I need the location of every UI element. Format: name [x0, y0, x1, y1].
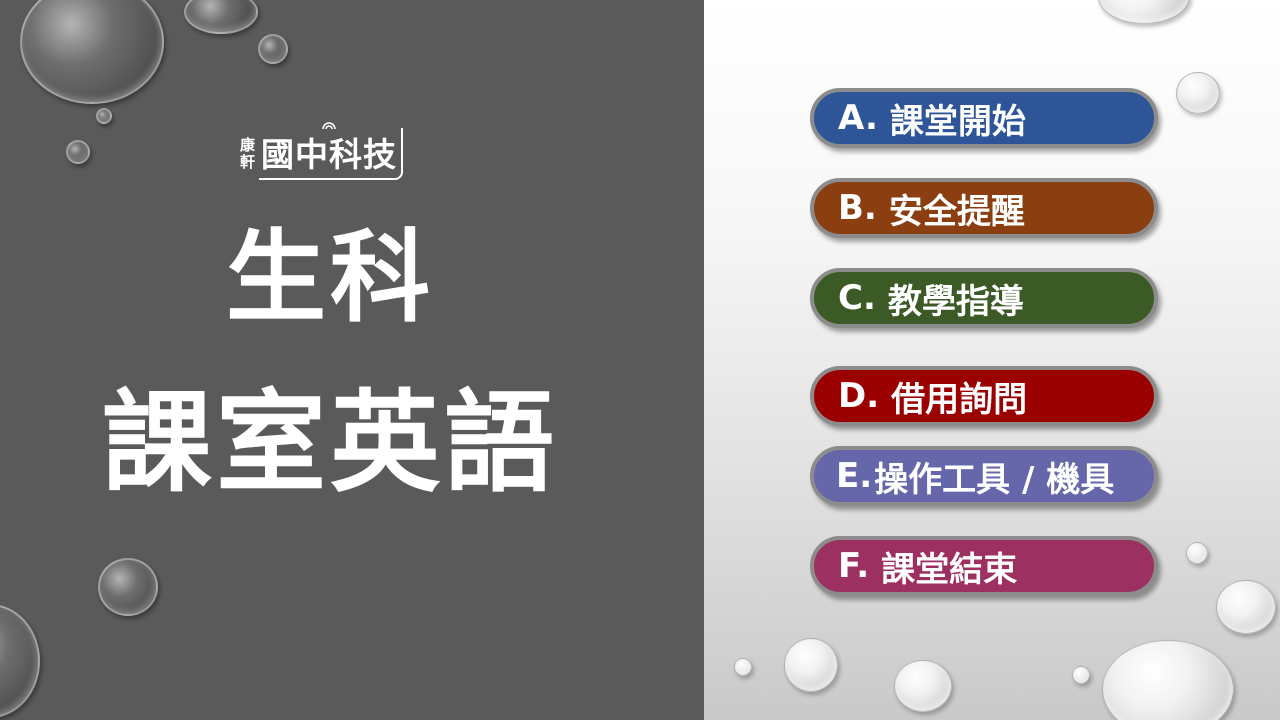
logo-main: 國中科技: [259, 122, 404, 180]
water-drop-decoration: [184, 0, 258, 34]
wifi-icon: [322, 122, 336, 130]
water-drop-decoration: [1176, 72, 1220, 114]
menu-letter: E.: [836, 456, 873, 496]
logo-main-text: 國中科技: [261, 135, 398, 174]
page-title-line2: 課室英語: [102, 379, 558, 507]
left-panel: 康 軒 國中科技 生科 課室英語: [0, 0, 704, 720]
menu-button-a[interactable]: A. 課堂開始: [810, 88, 1158, 148]
water-drop-decoration: [1216, 580, 1276, 634]
menu-label: 安全提醒: [888, 191, 1025, 232]
page-title-line1: 生科: [226, 219, 434, 336]
menu-label: 操作工具 / 機具: [874, 459, 1115, 500]
water-drop-decoration: [1098, 0, 1190, 24]
menu-button-b[interactable]: B. 安全提醒: [810, 178, 1158, 238]
logo-small-text: 康 軒: [240, 137, 255, 171]
menu-letter: B.: [838, 188, 877, 228]
menu-label: 教學指導: [887, 281, 1024, 322]
menu-button-c[interactable]: C. 教學指導: [810, 268, 1158, 328]
menu-letter: F.: [838, 546, 870, 586]
menu-letter: D.: [838, 376, 880, 416]
water-drop-decoration: [1072, 666, 1090, 684]
water-drop-decoration: [66, 140, 90, 164]
water-drop-decoration: [1186, 542, 1208, 564]
menu-label: 課堂開始: [889, 101, 1026, 142]
logo: 康 軒 國中科技: [240, 122, 404, 180]
menu-label: 借用詢問: [891, 379, 1028, 420]
menu-letter: C.: [838, 278, 876, 318]
water-drop-decoration: [784, 638, 838, 692]
water-drop-decoration: [894, 660, 952, 712]
water-drop-decoration: [258, 34, 288, 64]
water-drop-decoration: [734, 658, 752, 676]
menu-button-f[interactable]: F. 課堂結束: [810, 536, 1158, 596]
menu-button-d[interactable]: D. 借用詢問: [810, 366, 1158, 426]
water-drop-decoration: [0, 604, 40, 718]
water-drop-decoration: [1102, 640, 1234, 720]
logo-small-bottom: 軒: [240, 153, 256, 171]
water-drop-decoration: [96, 108, 112, 124]
logo-small-top: 康: [240, 136, 256, 154]
water-drop-decoration: [98, 558, 158, 616]
water-drop-decoration: [20, 0, 164, 104]
menu-letter: A.: [838, 98, 878, 138]
menu-label: 課堂結束: [881, 549, 1018, 590]
menu-button-e[interactable]: E. 操作工具 / 機具: [810, 446, 1158, 506]
